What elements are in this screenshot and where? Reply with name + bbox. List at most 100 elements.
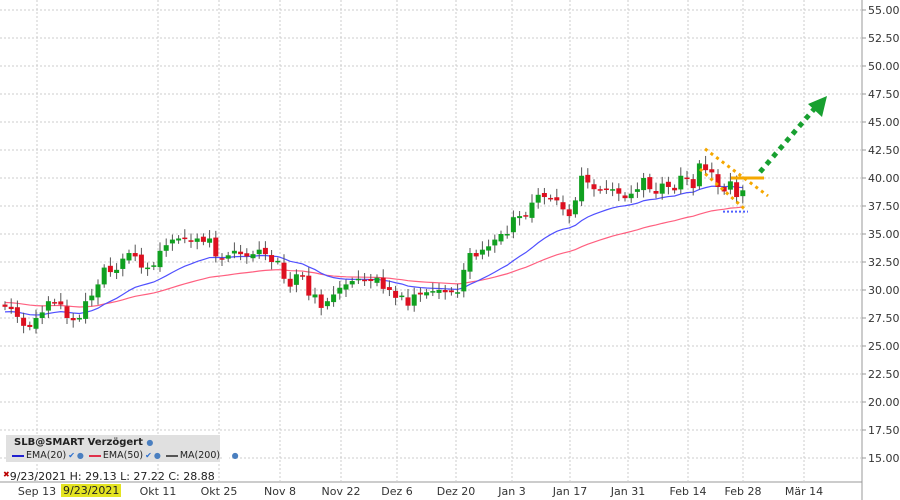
candle-body bbox=[411, 294, 417, 306]
candle-body bbox=[734, 182, 740, 198]
candle-body bbox=[256, 249, 262, 255]
candle-body bbox=[517, 216, 523, 219]
candle-body bbox=[709, 169, 715, 173]
candle-body bbox=[8, 306, 14, 310]
x-tick-label: Okt 11 bbox=[140, 485, 177, 498]
candle-body bbox=[591, 184, 597, 190]
checkbox-icon[interactable]: ■ bbox=[222, 451, 230, 460]
candle-body bbox=[126, 253, 132, 261]
y-tick-label: 17.50 bbox=[868, 424, 900, 437]
trendline-lower bbox=[698, 167, 747, 211]
legend-ema50[interactable]: EMA(50) bbox=[102, 450, 144, 461]
y-tick-label: 52.50 bbox=[868, 32, 900, 45]
candle-body bbox=[107, 265, 113, 273]
candle-body bbox=[362, 279, 368, 282]
candle-body bbox=[244, 253, 250, 257]
y-tick-label: 37.50 bbox=[868, 200, 900, 213]
candle-body bbox=[572, 200, 578, 215]
candle-body bbox=[684, 177, 690, 180]
candle-body bbox=[424, 292, 430, 296]
checkmark-icon[interactable]: ✔ bbox=[145, 451, 152, 460]
candle-body bbox=[300, 275, 306, 277]
candle-body bbox=[380, 277, 386, 289]
candle-body bbox=[535, 194, 541, 203]
candle-body bbox=[641, 178, 647, 191]
candle-body bbox=[554, 197, 560, 201]
candle-body bbox=[343, 284, 349, 290]
candle-body bbox=[52, 302, 58, 304]
candle-body bbox=[231, 250, 237, 254]
x-tick-label: Nov 22 bbox=[322, 485, 361, 498]
ema20-line bbox=[4, 185, 743, 316]
candle-body bbox=[83, 301, 89, 319]
candle-body bbox=[622, 195, 628, 199]
settings-icon[interactable]: ● bbox=[76, 451, 84, 460]
candle-body bbox=[27, 324, 33, 327]
candle-body bbox=[393, 290, 399, 298]
candle-body bbox=[690, 179, 696, 189]
candle-body bbox=[560, 202, 566, 210]
candle-body bbox=[647, 177, 653, 190]
candle-body bbox=[275, 260, 281, 263]
candle-body bbox=[120, 258, 126, 269]
candle-body bbox=[355, 278, 361, 281]
candle-body bbox=[541, 193, 547, 198]
x-tick-label: Jan 17 bbox=[552, 485, 587, 498]
candle-body bbox=[473, 253, 479, 257]
target-arrow-line bbox=[758, 106, 817, 174]
candle-body bbox=[510, 217, 516, 233]
candle-body bbox=[467, 253, 473, 272]
y-tick-label: 55.00 bbox=[868, 4, 900, 17]
candle-body bbox=[436, 290, 442, 293]
candle-body bbox=[566, 209, 572, 217]
y-tick-label: 20.00 bbox=[868, 396, 900, 409]
candle-body bbox=[101, 267, 107, 285]
candle-body bbox=[225, 255, 231, 259]
settings-icon[interactable]: ● bbox=[153, 451, 161, 460]
candle-body bbox=[740, 190, 746, 197]
candle-body bbox=[727, 181, 733, 190]
candle-body bbox=[479, 249, 485, 255]
x-tick-label: Okt 25 bbox=[201, 485, 238, 498]
candle-body bbox=[399, 295, 405, 298]
crosshair-date-label: 9/23/2021 bbox=[61, 484, 122, 497]
settings-icon[interactable]: ● bbox=[231, 451, 239, 460]
candle-body bbox=[523, 215, 529, 217]
candle-body bbox=[176, 238, 182, 241]
y-tick-label: 32.50 bbox=[868, 256, 900, 269]
settings-icon[interactable]: ● bbox=[146, 438, 154, 447]
candle-body bbox=[374, 277, 380, 283]
candle-body bbox=[70, 318, 76, 321]
candle-body bbox=[672, 187, 678, 191]
ema50-swatch bbox=[88, 454, 101, 457]
candle-body bbox=[492, 239, 498, 246]
candle-body bbox=[665, 181, 671, 187]
candle-body bbox=[448, 290, 454, 293]
candle-body bbox=[64, 306, 70, 318]
close-icon[interactable]: ✖ bbox=[3, 470, 10, 479]
candle-body bbox=[703, 164, 709, 171]
candle-body bbox=[132, 253, 138, 257]
candle-body bbox=[163, 245, 169, 251]
candle-body bbox=[529, 202, 535, 218]
candle-body bbox=[368, 279, 374, 282]
checkmark-icon[interactable]: ✔ bbox=[68, 451, 75, 460]
x-tick-label: Nov 8 bbox=[264, 485, 296, 498]
legend-ema20[interactable]: EMA(20) bbox=[26, 450, 67, 461]
x-tick-label: Dez 20 bbox=[437, 485, 476, 498]
candle-body bbox=[219, 258, 225, 260]
candle-body bbox=[287, 278, 293, 287]
y-tick-label: 15.00 bbox=[868, 452, 900, 465]
candle-body bbox=[318, 294, 324, 308]
candle-body bbox=[145, 267, 151, 270]
legend-ma200[interactable]: MA(200) bbox=[179, 450, 221, 461]
candle-body bbox=[45, 301, 51, 311]
candle-body bbox=[169, 239, 175, 244]
y-tick-label: 30.00 bbox=[868, 284, 900, 297]
y-tick-label: 25.00 bbox=[868, 340, 900, 353]
candle-body bbox=[548, 197, 554, 200]
candle-body bbox=[114, 269, 120, 273]
candle-body bbox=[138, 254, 144, 268]
